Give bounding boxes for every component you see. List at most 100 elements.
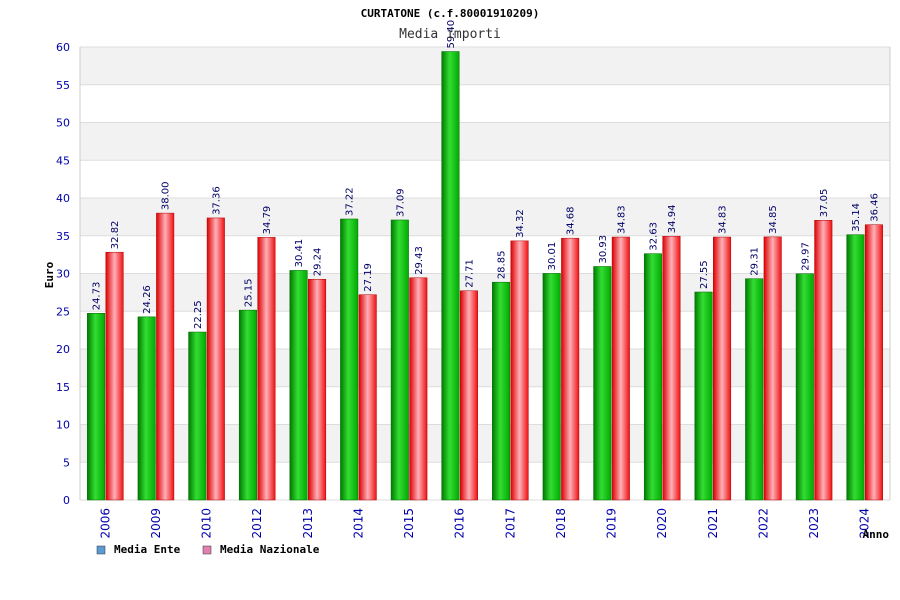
data-label: 37.22 [345, 187, 356, 216]
x-tick-label: 2010 [200, 508, 214, 539]
bar-media-ente [441, 51, 460, 501]
data-label: 29.31 [750, 247, 761, 276]
y-tick-label: 25 [56, 305, 70, 318]
bar-media-nazionale [105, 251, 124, 501]
bar-media-ente [492, 281, 511, 501]
x-tick-label: 2012 [250, 508, 264, 539]
y-tick-label: 60 [56, 41, 70, 54]
y-tick-label: 0 [63, 494, 70, 507]
bar-media-nazionale [156, 212, 175, 501]
data-label: 36.46 [869, 193, 880, 222]
data-label: 34.85 [768, 205, 779, 234]
data-label: 32.82 [110, 221, 121, 250]
y-tick-label: 35 [56, 230, 70, 243]
bar-media-nazionale [561, 237, 580, 501]
bar-media-ente [542, 273, 561, 501]
bar-media-nazionale [459, 290, 478, 501]
x-tick-label: 2024 [858, 508, 872, 539]
bar-media-ente [795, 273, 814, 501]
y-axis-label: Euro [43, 261, 56, 288]
x-tick-label: 2017 [503, 508, 517, 539]
data-label: 28.85 [497, 251, 508, 280]
x-tick-label: 2016 [453, 508, 467, 539]
grid-band [80, 84, 890, 123]
data-label: 27.55 [699, 260, 710, 289]
bar-media-nazionale [763, 236, 782, 501]
grid-band [80, 47, 890, 85]
data-label: 34.83 [616, 205, 627, 234]
bar-media-ente [289, 270, 308, 501]
data-label: 34.79 [262, 206, 273, 235]
bar-media-nazionale [358, 294, 377, 501]
data-label: 35.14 [851, 203, 862, 232]
data-label: 27.19 [363, 263, 374, 292]
x-tick-label: 2021 [706, 508, 720, 539]
data-label: 37.09 [395, 188, 406, 217]
chart-subtitle: Media importi [399, 27, 501, 42]
data-label: 32.63 [648, 222, 659, 251]
legend-swatch-nazionale [202, 545, 212, 555]
bar-media-nazionale [409, 277, 428, 501]
bar-media-ente [340, 218, 359, 501]
data-label: 29.97 [800, 242, 811, 271]
y-tick-label: 20 [56, 343, 70, 356]
data-label: 34.94 [667, 205, 678, 234]
bar-media-ente [390, 219, 409, 501]
data-label: 59.40 [446, 20, 457, 49]
y-tick-label: 30 [56, 268, 70, 281]
chart-title: CURTATONE (c.f.80001910209) [361, 7, 540, 20]
data-label: 38.00 [161, 181, 172, 210]
data-label: 25.15 [243, 278, 254, 307]
x-tick-label: 2019 [605, 508, 619, 539]
data-label: 29.43 [414, 246, 425, 275]
y-tick-label: 45 [56, 154, 70, 167]
bar-media-ente [238, 309, 257, 501]
y-tick-label: 55 [56, 79, 70, 92]
y-tick-label: 50 [56, 117, 70, 130]
data-label: 30.01 [547, 242, 558, 271]
legend: Media Ente Media Nazionale [96, 543, 320, 556]
data-label: 34.68 [566, 207, 577, 236]
x-tick-label: 2018 [554, 508, 568, 539]
x-tick-label: 2009 [149, 508, 163, 539]
bar-media-nazionale [510, 240, 529, 501]
x-tick-label: 2023 [807, 508, 821, 539]
legend-swatch-ente [96, 545, 106, 555]
data-label: 37.36 [211, 186, 222, 215]
data-label: 24.26 [142, 285, 153, 314]
bar-media-nazionale [662, 235, 681, 501]
bar-media-nazionale [611, 236, 630, 501]
legend-label-nazionale: Media Nazionale [220, 543, 320, 556]
y-tick-label: 15 [56, 381, 70, 394]
y-tick-label: 40 [56, 192, 70, 205]
y-tick-label: 10 [56, 419, 70, 432]
bar-media-nazionale [206, 217, 225, 501]
bar-media-nazionale [257, 237, 276, 501]
bar-media-ente [593, 266, 612, 501]
grid-band [80, 160, 890, 198]
data-label: 34.83 [718, 205, 729, 234]
bar-media-ente [87, 313, 106, 501]
x-tick-label: 2020 [655, 508, 669, 539]
bar-media-nazionale [814, 220, 833, 501]
x-tick-label: 2014 [351, 508, 365, 539]
bar-media-ente [188, 331, 207, 501]
bar-media-nazionale [308, 278, 327, 501]
data-label: 24.73 [92, 282, 103, 311]
x-tick-label: 2006 [98, 508, 112, 539]
y-axis: 0 5 10 15 20 25 30 35 40 45 50 55 60 [56, 41, 70, 507]
data-label: 27.71 [464, 259, 475, 288]
x-axis: 2006 2009 2010 2012 2013 2014 2015 2016 2017 2018… [98, 508, 871, 539]
data-label: 22.25 [193, 300, 204, 329]
bar-media-nazionale [713, 236, 732, 501]
bar-media-ente [643, 253, 662, 501]
data-label: 37.05 [819, 189, 830, 218]
bar-media-ente [694, 291, 713, 501]
data-label: 30.41 [294, 239, 305, 268]
data-label: 34.32 [515, 209, 526, 238]
legend-label-ente: Media Ente [114, 543, 181, 556]
data-label: 29.24 [313, 248, 324, 277]
x-tick-label: 2022 [756, 508, 770, 539]
x-tick-label: 2013 [301, 508, 315, 539]
